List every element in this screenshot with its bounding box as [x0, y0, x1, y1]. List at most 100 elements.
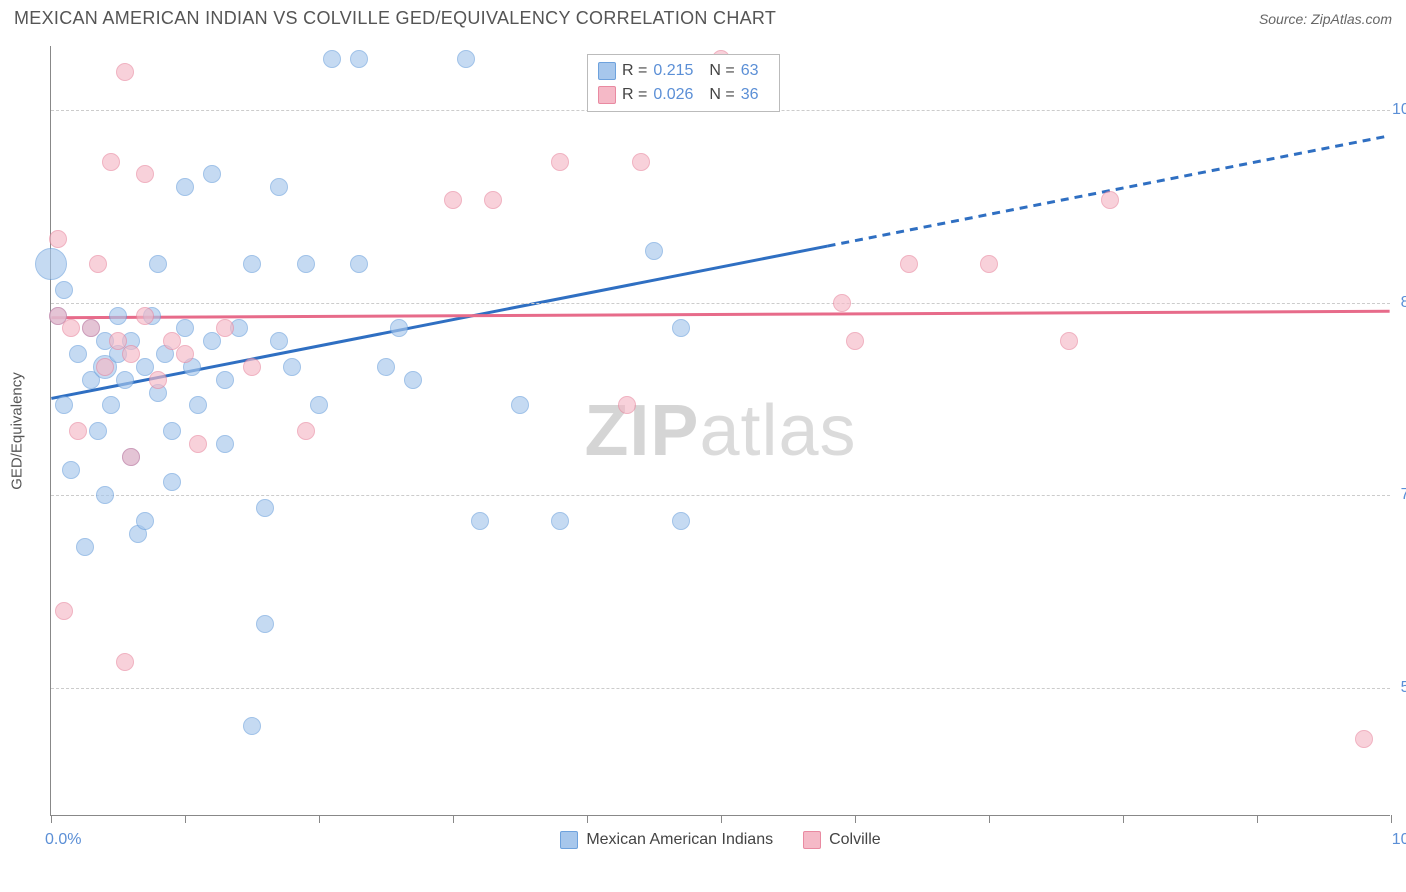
r-value: 0.026 [653, 83, 693, 107]
data-point [471, 512, 489, 530]
data-point [216, 319, 234, 337]
n-value: 63 [741, 59, 759, 83]
data-point [96, 486, 114, 504]
gridline [51, 688, 1390, 689]
data-point [632, 153, 650, 171]
chart-header: MEXICAN AMERICAN INDIAN VS COLVILLE GED/… [0, 0, 1406, 35]
r-label: R = [622, 59, 647, 83]
x-tick [587, 815, 588, 823]
data-point [457, 50, 475, 68]
data-point [350, 255, 368, 273]
data-point [645, 242, 663, 260]
data-point [243, 358, 261, 376]
data-point [243, 255, 261, 273]
data-point [672, 512, 690, 530]
data-point [116, 371, 134, 389]
data-point [1101, 191, 1119, 209]
x-tick [453, 815, 454, 823]
legend-item: Mexican American Indians [560, 831, 773, 849]
data-point [1060, 332, 1078, 350]
data-point [297, 255, 315, 273]
data-point [163, 422, 181, 440]
data-point [672, 319, 690, 337]
data-point [310, 396, 328, 414]
data-point [551, 153, 569, 171]
data-point [76, 538, 94, 556]
scatter-chart: ZIPatlas GED/Equivalency 55.0%70.0%85.0%… [50, 46, 1390, 816]
data-point [980, 255, 998, 273]
x-tick [51, 815, 52, 823]
data-point [136, 307, 154, 325]
data-point [55, 281, 73, 299]
data-point [136, 512, 154, 530]
data-point [256, 499, 274, 517]
data-point [270, 178, 288, 196]
data-point [1355, 730, 1373, 748]
x-axis-max-label: 100.0% [1392, 831, 1406, 849]
x-tick [1257, 815, 1258, 823]
data-point [297, 422, 315, 440]
data-point [444, 191, 462, 209]
data-point [55, 396, 73, 414]
data-point [283, 358, 301, 376]
series-swatch [598, 86, 616, 104]
data-point [176, 345, 194, 363]
gridline [51, 303, 1390, 304]
legend-label: Mexican American Indians [586, 831, 773, 849]
chart-title: MEXICAN AMERICAN INDIAN VS COLVILLE GED/… [14, 8, 776, 29]
data-point [102, 396, 120, 414]
data-point [116, 653, 134, 671]
data-point [109, 307, 127, 325]
y-tick-label: 100.0% [1392, 101, 1406, 119]
data-point [511, 396, 529, 414]
data-point [89, 255, 107, 273]
data-point [833, 294, 851, 312]
x-tick [989, 815, 990, 823]
data-point [350, 50, 368, 68]
data-point [62, 319, 80, 337]
x-tick [855, 815, 856, 823]
data-point [96, 358, 114, 376]
y-tick-label: 55.0% [1392, 679, 1406, 697]
data-point [618, 396, 636, 414]
data-point [256, 615, 274, 633]
n-label: N = [709, 59, 734, 83]
stat-row: R =0.215N =63 [598, 59, 769, 83]
y-tick-label: 85.0% [1392, 294, 1406, 312]
gridline [51, 495, 1390, 496]
data-point [404, 371, 422, 389]
x-tick [185, 815, 186, 823]
data-point [216, 435, 234, 453]
data-point [122, 345, 140, 363]
data-point [551, 512, 569, 530]
data-point [116, 63, 134, 81]
n-label: N = [709, 83, 734, 107]
series-legend: Mexican American Indians Colville [51, 831, 1390, 849]
data-point [243, 717, 261, 735]
data-point [377, 358, 395, 376]
data-point [323, 50, 341, 68]
data-point [49, 230, 67, 248]
y-axis-title: GED/Equivalency [9, 372, 26, 490]
data-point [270, 332, 288, 350]
data-point [846, 332, 864, 350]
y-tick-label: 70.0% [1392, 486, 1406, 504]
data-point [82, 319, 100, 337]
x-tick [1123, 815, 1124, 823]
data-point [484, 191, 502, 209]
trend-lines [51, 46, 1390, 815]
data-point [900, 255, 918, 273]
data-point [176, 178, 194, 196]
x-tick [721, 815, 722, 823]
legend-label: Colville [829, 831, 881, 849]
legend-swatch [560, 831, 578, 849]
stat-row: R =0.026N =36 [598, 83, 769, 107]
data-point [136, 165, 154, 183]
data-point [122, 448, 140, 466]
legend-swatch [803, 831, 821, 849]
correlation-stats-box: R =0.215N =63R =0.026N =36 [587, 54, 780, 112]
data-point [149, 255, 167, 273]
data-point [69, 345, 87, 363]
data-point [390, 319, 408, 337]
series-swatch [598, 62, 616, 80]
